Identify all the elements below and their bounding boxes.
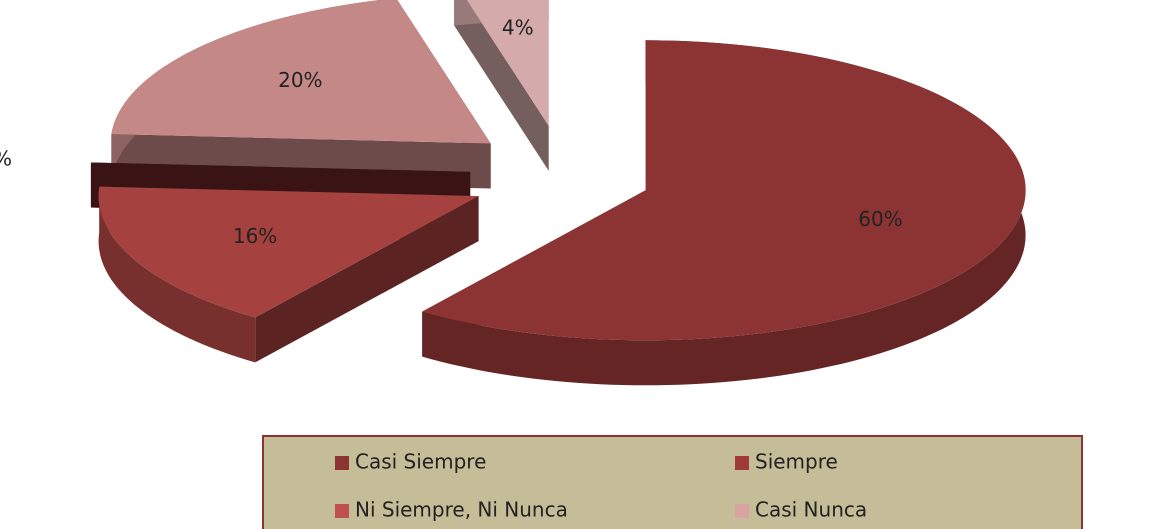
legend-swatch bbox=[335, 456, 349, 470]
legend-swatch bbox=[735, 504, 749, 518]
legend: Casi Siempre Siempre Ni Siempre, Ni Nunca C… bbox=[262, 435, 1083, 529]
pie-slice bbox=[98, 186, 479, 363]
pie-slice bbox=[422, 40, 1026, 386]
slice-side bbox=[98, 186, 256, 363]
slice-wall bbox=[454, 0, 549, 171]
data-label: 60% bbox=[858, 207, 902, 231]
slice-side bbox=[422, 40, 1026, 386]
legend-swatch bbox=[735, 456, 749, 470]
pie-slice bbox=[111, 0, 491, 189]
data-label: 20% bbox=[278, 68, 322, 92]
legend-label: Casi Siempre bbox=[355, 450, 486, 474]
legend-label: Casi Nunca bbox=[755, 498, 867, 522]
legend-label: Ni Siempre, Ni Nunca bbox=[355, 498, 568, 522]
data-label: 4% bbox=[502, 16, 534, 40]
legend-label: Siempre bbox=[755, 450, 838, 474]
slice-top bbox=[422, 40, 1026, 341]
slice-top bbox=[111, 0, 491, 144]
data-label: 16% bbox=[233, 224, 277, 248]
slice-top bbox=[466, 0, 549, 126]
pie-slice bbox=[454, 0, 549, 171]
legend-swatch bbox=[335, 504, 349, 518]
slice-top bbox=[90, 162, 471, 172]
data-label: 0% bbox=[0, 147, 12, 171]
slice-top bbox=[98, 186, 479, 318]
legend-box bbox=[262, 435, 1083, 529]
